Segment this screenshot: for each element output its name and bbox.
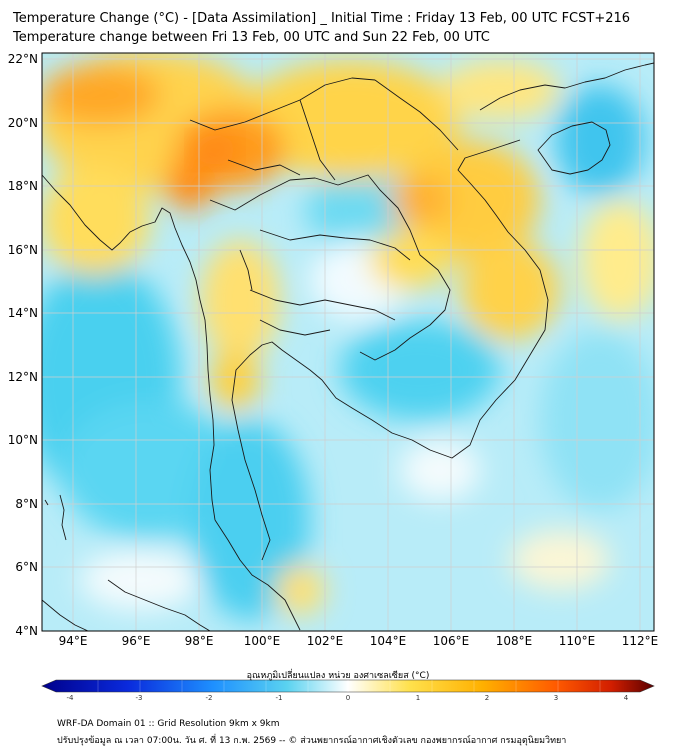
coastlines (42, 62, 654, 631)
lat-label: 6°N (15, 560, 38, 574)
lat-label: 4°N (15, 624, 38, 638)
lat-label: 16°N (8, 243, 38, 257)
colorbar: -4 -3 -2 -1 0 1 2 3 4 (41, 679, 655, 700)
footer-model-info: WRF-DA Domain 01 :: Grid Resolution 9km … (57, 719, 280, 729)
grid-lines (42, 53, 654, 631)
lon-label: 98°E (185, 634, 214, 648)
colorbar-segments (97, 680, 601, 692)
map-frame (41, 52, 655, 632)
colorbar-tick: 4 (624, 694, 629, 700)
lon-label: 108°E (496, 634, 533, 648)
lon-label: 104°E (370, 634, 407, 648)
colorbar-tick: 1 (416, 694, 420, 700)
colorbar-tick: -4 (67, 694, 75, 700)
temperature-change-map: 22°N 20°N 18°N 16°N 14°N 12°N 10°N 8°N 6… (8, 52, 659, 700)
colorbar-tick: -2 (206, 694, 213, 700)
lat-labels: 22°N 20°N 18°N 16°N 14°N 12°N 10°N 8°N 6… (8, 52, 38, 638)
lat-label: 22°N (8, 52, 38, 66)
lon-label: 102°E (307, 634, 344, 648)
colorbar-tick: 3 (554, 694, 558, 700)
map-title: Temperature Change (°C) - [Data Assimila… (13, 11, 631, 26)
colorbar-tick: 2 (485, 694, 489, 700)
colorbar-tick: 0 (346, 694, 350, 700)
lon-labels: 94°E 96°E 98°E 100°E 102°E 104°E 106°E 1… (59, 634, 659, 648)
colorbar-label: อุณหภูมิเปลี่ยนแปลง หน่วย องศาเซลเซียส (… (246, 671, 430, 681)
lat-label: 10°N (8, 433, 38, 447)
footer-credit: ปรับปรุงข้อมูล ณ เวลา 07:00น. วัน ศ. ที่… (57, 736, 567, 746)
lon-label: 112°E (622, 634, 659, 648)
lat-label: 20°N (8, 116, 38, 130)
lon-label: 106°E (433, 634, 470, 648)
lat-label: 18°N (8, 179, 38, 193)
colorbar-tick: -3 (136, 694, 143, 700)
lat-label: 8°N (15, 497, 38, 511)
map-subtitle: Temperature change between Fri 13 Feb, 0… (13, 30, 490, 45)
lon-label: 100°E (244, 634, 281, 648)
colorbar-tick: -1 (276, 694, 283, 700)
lon-label: 96°E (122, 634, 151, 648)
lat-label: 12°N (8, 370, 38, 384)
lon-label: 94°E (59, 634, 88, 648)
lat-label: 14°N (8, 306, 38, 320)
lon-label: 110°E (559, 634, 596, 648)
